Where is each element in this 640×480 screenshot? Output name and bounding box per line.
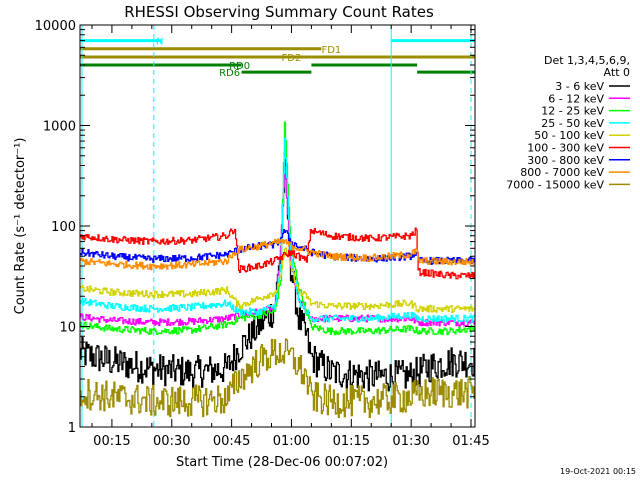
legend-label: 25 - 50 keV — [541, 117, 604, 130]
legend-header: Att 0 — [604, 66, 630, 79]
data-series — [80, 121, 475, 419]
series-line-5 — [80, 247, 475, 313]
x-tick-label: 01:30 — [392, 434, 429, 449]
y-tick-label: 1000 — [43, 120, 76, 135]
legend-label: 100 - 300 keV — [527, 142, 604, 155]
series-line-8 — [80, 238, 475, 271]
y-tick-label: 10 — [59, 321, 76, 336]
footer-timestamp: 19-Oct-2021 00:15 — [560, 467, 636, 476]
legend-label: 50 - 100 keV — [534, 129, 604, 142]
y-tick-label: 1 — [68, 421, 76, 436]
flag-label-rd0: RD0 — [229, 61, 250, 72]
series-line-7 — [80, 229, 475, 265]
chart-title: RHESSI Observing Summary Count Rates — [124, 3, 434, 21]
series-line-9 — [80, 338, 475, 419]
legend-label: 300 - 800 keV — [527, 154, 604, 167]
series-line-3 — [80, 121, 475, 336]
flag-label-fd2: FD2 — [282, 53, 302, 64]
flag-label-fd1: FD1 — [321, 45, 341, 56]
x-tick-label: 00:15 — [93, 434, 130, 449]
legend-label: 3 - 6 keV — [555, 80, 604, 93]
y-axis-label: Count Rate (s⁻¹ detector⁻¹) — [13, 138, 28, 315]
legend-label: 800 - 7000 keV — [520, 166, 604, 179]
y-axis-ticks: 1 10 100 1000 10000 — [35, 19, 475, 436]
x-tick-label: 00:45 — [213, 434, 250, 449]
y-tick-label: 100 — [51, 220, 76, 235]
legend-label: 12 - 25 keV — [541, 105, 604, 118]
series-line-6 — [80, 227, 475, 280]
x-tick-label: 01:00 — [273, 434, 310, 449]
x-axis-label: Start Time (28-Dec-06 00:07:02) — [176, 455, 388, 470]
x-tick-label: 01:45 — [452, 434, 489, 449]
x-tick-label: 00:30 — [153, 434, 190, 449]
x-tick-label: 01:15 — [333, 434, 370, 449]
flag-label-rd6: RD6 — [219, 68, 240, 79]
legend-label: 6 - 12 keV — [548, 92, 604, 105]
legend-label: 7000 - 15000 keV — [506, 178, 604, 191]
legend-header: Det 1,3,4,5,6,9, — [544, 54, 630, 67]
x-axis-ticks: 00:15 00:30 00:45 01:00 01:15 01:30 01:45 — [91, 25, 490, 449]
series-line-2 — [80, 166, 475, 327]
y-tick-label: 10000 — [35, 19, 76, 34]
flag-label-n: N — [156, 37, 163, 48]
